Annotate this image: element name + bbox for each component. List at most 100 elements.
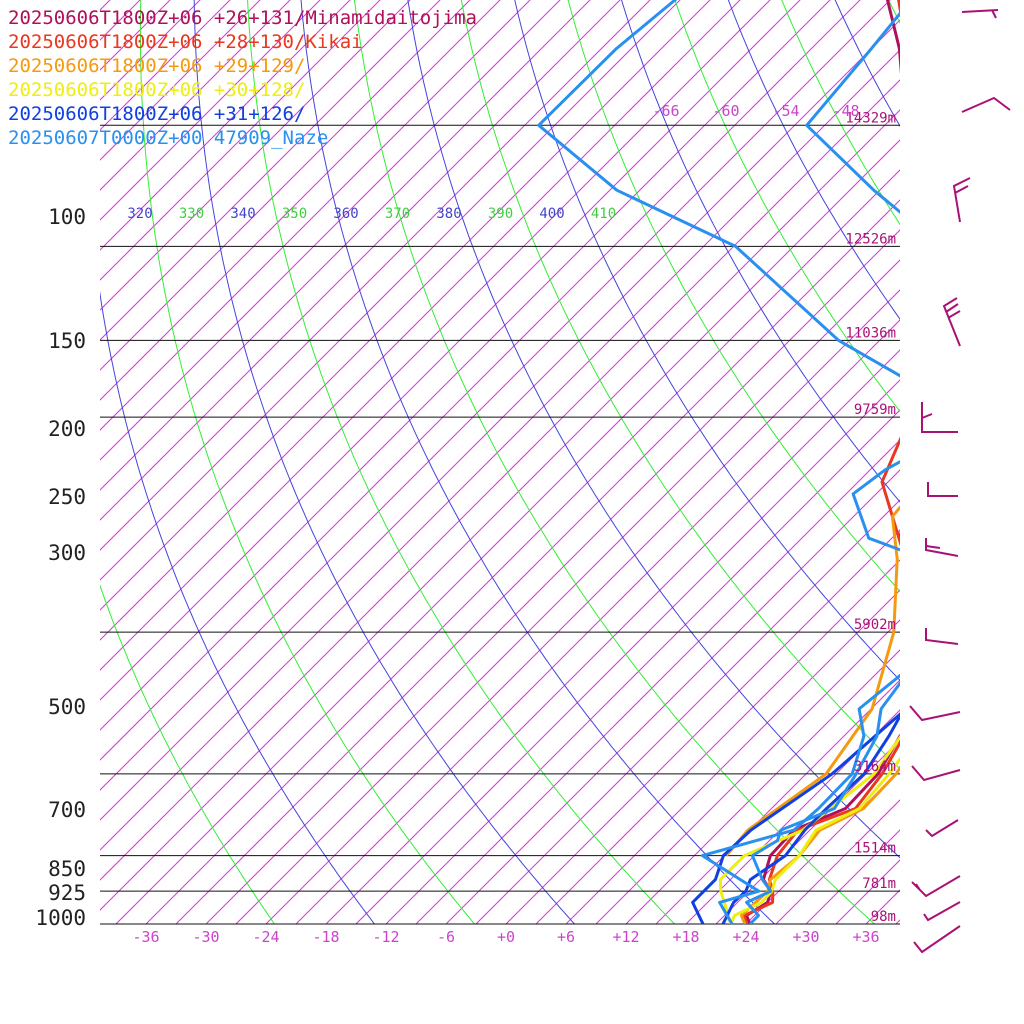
height-label: 98m (871, 909, 896, 925)
axis-labels: 10016724m15014329m20012526m25011036m3009… (35, 102, 896, 946)
temperature-tick-label: +0 (497, 928, 515, 946)
height-label: 1514m (854, 841, 896, 857)
wind-barb (911, 875, 961, 898)
wind-barb (927, 482, 958, 497)
temperature-line (721, 713, 900, 924)
isotherm-line (145, 169, 900, 924)
isotherm-line (655, 679, 900, 924)
temperature-tick-label: -18 (312, 928, 339, 946)
wind-barb (909, 705, 961, 722)
isotherm-line (565, 589, 900, 924)
isotherm-line (325, 349, 900, 924)
isotherm-line (100, 0, 471, 371)
dry-adiabat-line (909, 0, 1024, 924)
isotherm-line (100, 109, 900, 911)
pressure-label: 150 (48, 329, 86, 353)
height-label: 14329m (845, 110, 896, 126)
isotherm-line (100, 0, 321, 221)
top-isotherm-label: -54 (772, 102, 799, 120)
isotherm-line (805, 829, 900, 924)
theta-label: 350 (282, 206, 307, 222)
legend-entry: 20250606T1800Z+06 +30+128/ (8, 79, 305, 101)
legend-entry: 20250607T0000Z+00 47909_Naze (8, 127, 328, 149)
wind-barb (911, 765, 961, 782)
isotherm-line (475, 499, 900, 924)
isotherm-line (100, 0, 561, 461)
isotherm-line (100, 0, 771, 671)
temperature-tick-label: -30 (192, 928, 219, 946)
theta-label: 410 (591, 206, 616, 222)
isotherm-line (100, 0, 441, 341)
dewpoint-line (718, 734, 900, 924)
isotherm-line (100, 49, 900, 851)
dewpoint-line (725, 505, 900, 857)
height-label: 12526m (845, 231, 896, 247)
isotherm-line (595, 619, 900, 924)
isotherm-line (100, 19, 900, 821)
dewpoint-line (880, 436, 900, 547)
temperature-tick-label: -36 (132, 928, 159, 946)
height-label: 9759m (854, 402, 896, 418)
dewpoint-line (537, 0, 900, 924)
theta-label: 380 (436, 206, 461, 222)
pressure-label: 925 (48, 881, 86, 905)
wind-barb (961, 96, 1011, 113)
pressure-label: 100 (48, 205, 86, 229)
legend-entry: 20250606T1800Z+06 +29+129/ (8, 55, 305, 77)
isotherm-line (205, 229, 900, 924)
temperature-line (740, 765, 900, 924)
temperature-tick-label: +12 (612, 928, 639, 946)
isotherm-line (100, 0, 861, 761)
isotherm-line (385, 409, 900, 924)
isotherm-line (100, 0, 291, 191)
dry-adiabat-line (960, 0, 1024, 924)
temperature-tick-label: +6 (557, 928, 575, 946)
isotherm-line (100, 0, 591, 491)
dry-adiabat-line (621, 0, 900, 503)
isotherm-line (0, 0, 6, 924)
theta-label: 330 (179, 206, 204, 222)
height-label: 11036m (845, 325, 896, 341)
dewpoint-line (898, 530, 900, 543)
top-isotherm-label: -60 (712, 102, 739, 120)
theta-label: 370 (385, 206, 410, 222)
isotherm-line (505, 529, 900, 924)
isotherm-line (835, 859, 900, 924)
isotherm-line (100, 0, 531, 431)
isotherm-line (625, 649, 900, 924)
top-isotherm-label: -66 (652, 102, 679, 120)
isotherm-line (415, 439, 900, 924)
isotherm-line (115, 139, 900, 924)
theta-label: 390 (488, 206, 513, 222)
isotherm-line (956, 0, 1024, 924)
isotherm-line (535, 559, 900, 924)
isotherm-line (100, 0, 351, 251)
temperature-tick-label: +36 (852, 928, 879, 946)
dry-adiabat-line (1011, 0, 1024, 924)
theta-label: 340 (230, 206, 255, 222)
legend: 20250606T1800Z+06 +26+131/Minamidaitojim… (8, 7, 477, 149)
pressure-label: 1000 (35, 906, 86, 930)
isotherm-line (100, 0, 651, 551)
legend-entry: 20250606T1800Z+06 +28+130/Kikai (8, 31, 363, 53)
wind-barb (913, 925, 961, 954)
temperature-line (745, 11, 900, 924)
wind-barb (961, 9, 999, 19)
temperature-tick-label: -12 (372, 928, 399, 946)
pressure-label: 300 (48, 541, 86, 565)
wind-barb (925, 819, 959, 838)
sounding-series (537, 0, 900, 924)
wind-barbs (909, 9, 1011, 954)
isotherm-line (100, 0, 201, 101)
legend-entry: 20250606T1800Z+06 +31+126/ (8, 103, 305, 125)
pressure-label: 250 (48, 485, 86, 509)
isotherm-line (100, 0, 261, 161)
top-isotherm-label: -48 (832, 102, 859, 120)
temperature-tick-label: -6 (437, 928, 455, 946)
isotherm-line (295, 319, 900, 924)
isotherm-line (715, 739, 900, 924)
dry-adiabat-line (727, 0, 900, 320)
isotherm-line (100, 0, 501, 401)
pressure-label: 700 (48, 798, 86, 822)
